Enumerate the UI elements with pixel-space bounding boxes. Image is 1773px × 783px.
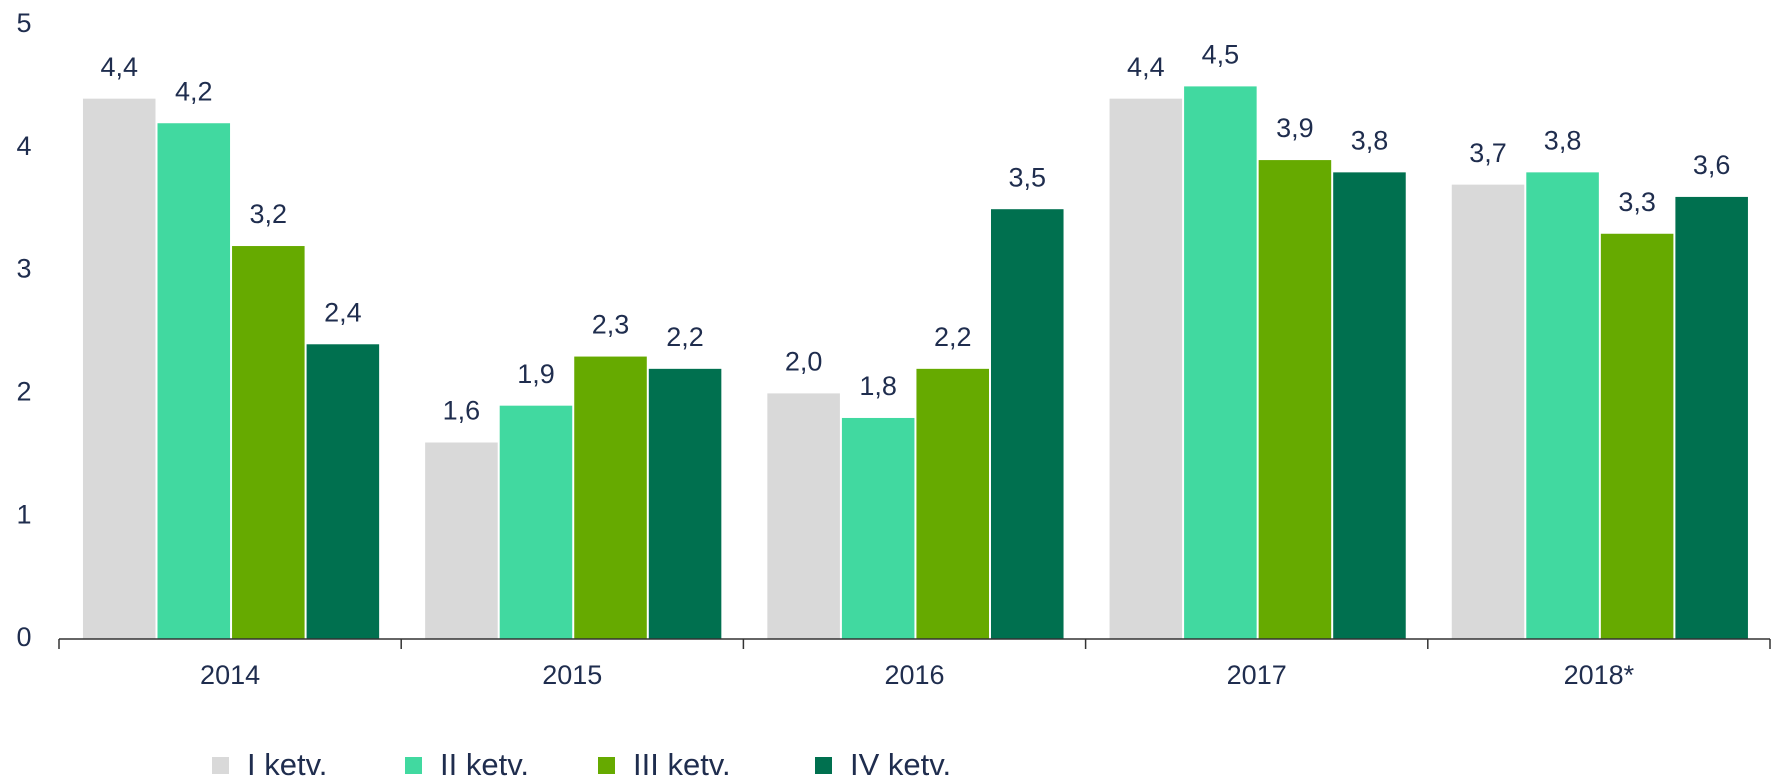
legend-label: IV ketv.: [850, 747, 951, 782]
data-label: 3,2: [250, 199, 288, 229]
bar: [1526, 172, 1599, 640]
y-tick-label: 5: [16, 8, 31, 38]
data-label: 3,9: [1276, 113, 1314, 143]
bar: [82, 98, 156, 640]
data-label: 3,6: [1693, 150, 1731, 180]
bar: [1109, 98, 1183, 640]
bar: [425, 442, 498, 639]
bar: [648, 368, 722, 639]
x-tick-label: 2017: [1227, 660, 1287, 690]
data-label: 3,5: [1008, 162, 1046, 192]
legend-swatch: [815, 757, 832, 774]
y-tick-label: 4: [16, 131, 31, 161]
data-label: 1,8: [859, 371, 897, 401]
bar: [990, 209, 1064, 639]
x-tick-label: 2015: [542, 660, 602, 690]
bar: [1451, 184, 1525, 639]
y-tick-label: 0: [16, 622, 31, 652]
x-tick-label: 2018*: [1564, 660, 1635, 690]
legend-label: I ketv.: [247, 747, 327, 782]
data-label: 4,4: [100, 52, 138, 82]
data-label: 4,4: [1127, 52, 1165, 82]
data-label: 4,2: [175, 76, 213, 106]
data-label: 3,3: [1618, 187, 1656, 217]
bar: [499, 405, 573, 639]
bar: [916, 368, 989, 639]
data-label: 2,2: [666, 322, 704, 352]
bar: [1184, 86, 1257, 639]
bar: [574, 356, 647, 639]
data-label: 2,2: [934, 322, 972, 352]
y-tick-label: 3: [16, 254, 31, 284]
bar: [767, 393, 840, 639]
data-label: 4,5: [1202, 40, 1240, 70]
bar: [1675, 196, 1748, 640]
data-label: 3,8: [1351, 125, 1389, 155]
bar: [232, 246, 305, 640]
bar: [1258, 160, 1332, 639]
legend-swatch: [405, 757, 422, 774]
y-tick-label: 1: [16, 499, 31, 529]
legend-label: III ketv.: [633, 747, 731, 782]
x-tick-label: 2014: [200, 660, 260, 690]
data-label: 3,8: [1544, 125, 1582, 155]
bar: [841, 417, 915, 639]
bar: [1333, 172, 1406, 640]
bar: [1600, 233, 1674, 639]
bar: [306, 344, 380, 639]
data-label: 1,9: [517, 359, 555, 389]
data-label: 3,7: [1469, 138, 1507, 168]
legend-label: II ketv.: [440, 747, 529, 782]
x-tick-label: 2016: [884, 660, 944, 690]
data-label: 2,0: [785, 347, 823, 377]
data-label: 2,4: [324, 297, 362, 327]
data-label: 1,6: [443, 396, 481, 426]
legend-swatch: [598, 757, 615, 774]
data-label: 2,3: [592, 310, 630, 340]
bar: [157, 123, 231, 640]
y-tick-label: 2: [16, 377, 31, 407]
legend-swatch: [212, 757, 229, 774]
